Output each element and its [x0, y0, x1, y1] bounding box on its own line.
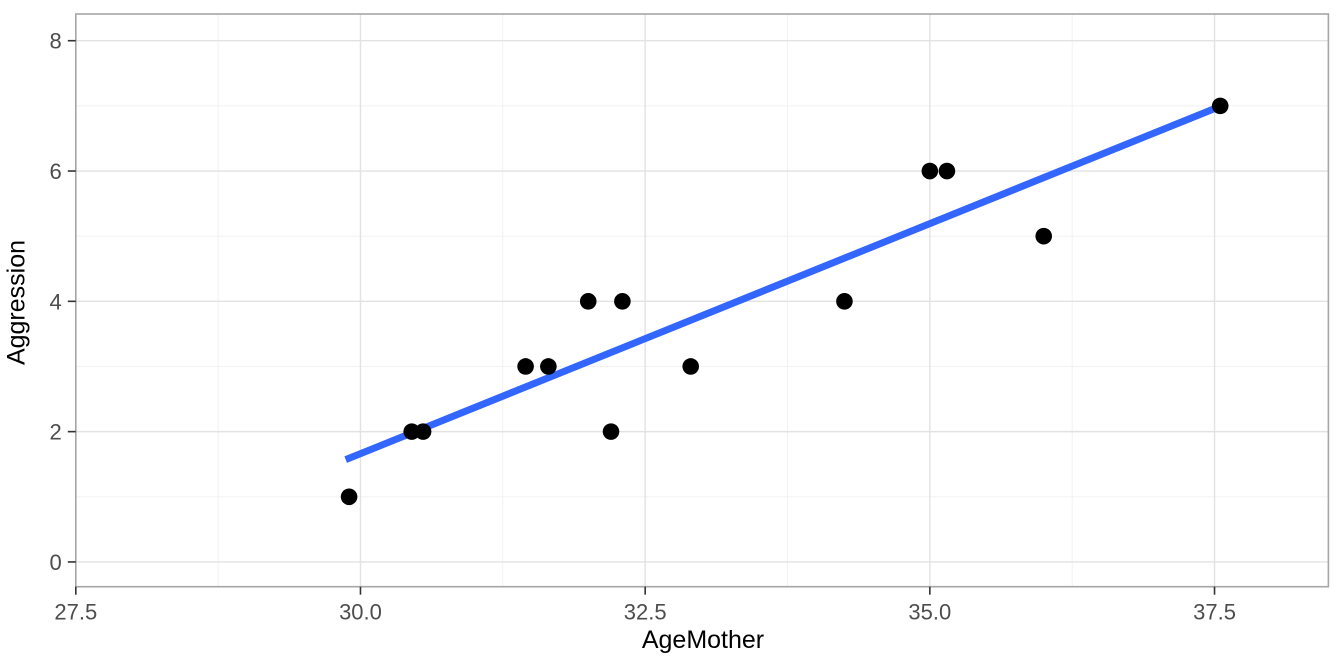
x-tick-label: 32.5: [624, 600, 667, 625]
data-point: [1035, 227, 1053, 245]
x-tick-label: 30.0: [339, 600, 382, 625]
y-tick-label: 2: [50, 420, 62, 445]
data-point: [682, 358, 700, 375]
y-axis-title: Aggression: [2, 239, 31, 366]
data-point: [403, 423, 421, 440]
y-tick-label: 6: [50, 159, 62, 184]
x-tick-label: 37.5: [1193, 600, 1236, 625]
data-point: [836, 293, 853, 310]
data-point: [614, 293, 631, 310]
data-point: [540, 358, 557, 375]
data-point: [414, 423, 432, 440]
regression-line: [344, 102, 1223, 463]
y-tick-label: 0: [50, 550, 62, 575]
data-point: [1211, 97, 1229, 115]
data-point: [921, 162, 939, 180]
data-point: [340, 488, 358, 506]
y-tick-label: 4: [50, 289, 62, 314]
x-axis-title: AgeMother: [641, 626, 765, 654]
panel-background: [75, 14, 1329, 587]
data-point: [602, 423, 620, 440]
data-point: [579, 293, 597, 310]
data-point: [517, 358, 534, 375]
panel-border: [75, 13, 1330, 588]
x-tick-label: 27.5: [54, 600, 97, 625]
y-tick-label: 8: [50, 29, 62, 54]
data-point: [938, 162, 956, 180]
x-tick-label: 35.0: [908, 600, 951, 625]
